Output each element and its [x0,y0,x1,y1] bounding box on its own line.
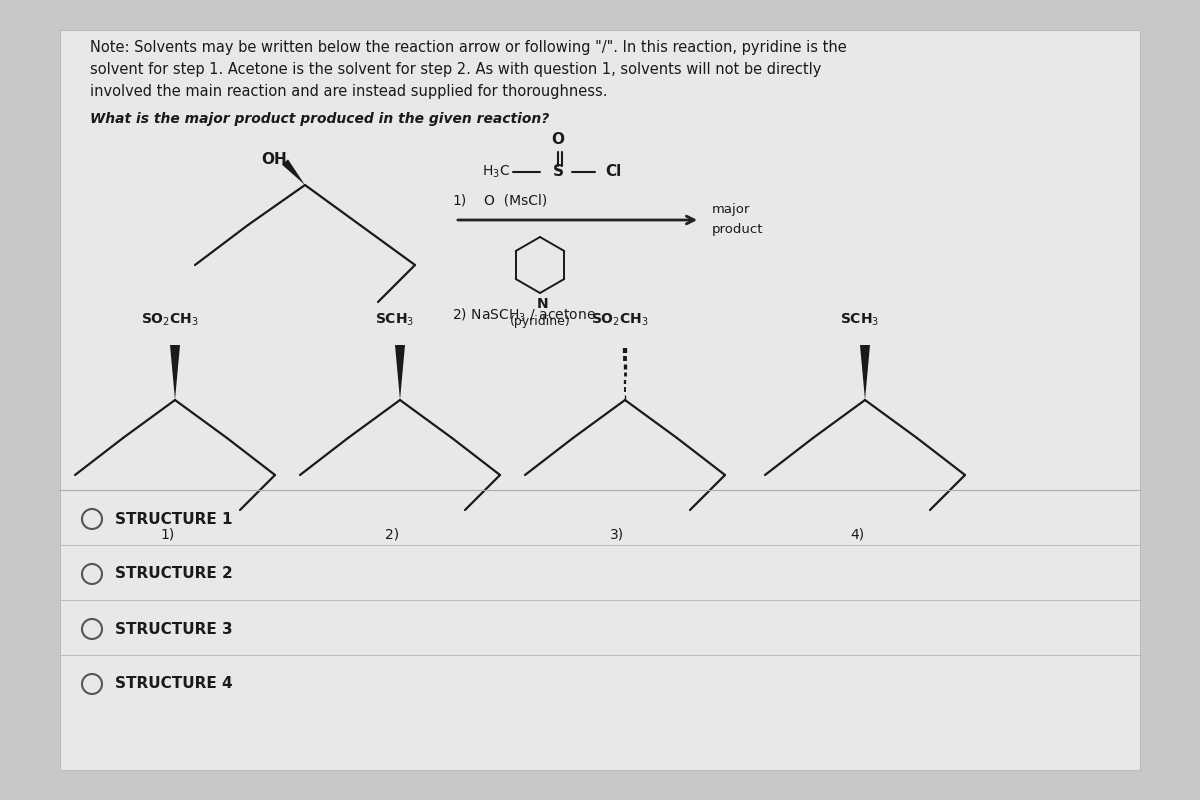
Text: N: N [538,297,548,311]
Text: 2) NaSCH$_3$ / acetone: 2) NaSCH$_3$ / acetone [452,306,596,324]
Text: Note: Solvents may be written below the reaction arrow or following "/". In this: Note: Solvents may be written below the … [90,40,847,55]
Text: SO$_2$CH$_3$: SO$_2$CH$_3$ [592,312,649,328]
Text: SO$_2$CH$_3$: SO$_2$CH$_3$ [142,312,199,328]
Polygon shape [860,345,870,400]
Text: SCH$_3$: SCH$_3$ [840,312,880,328]
Text: STRUCTURE 4: STRUCTURE 4 [115,677,233,691]
Text: OH: OH [262,153,287,167]
Polygon shape [395,345,406,400]
Text: Cl: Cl [605,165,622,179]
Text: S: S [552,165,564,179]
Text: 1): 1) [452,193,467,207]
Text: solvent for step 1. Acetone is the solvent for step 2. As with question 1, solve: solvent for step 1. Acetone is the solve… [90,62,821,77]
Text: product: product [712,223,763,237]
Text: major: major [712,203,750,217]
Text: SCH$_3$: SCH$_3$ [376,312,415,328]
Polygon shape [282,159,305,185]
Text: STRUCTURE 2: STRUCTURE 2 [115,566,233,582]
Text: STRUCTURE 3: STRUCTURE 3 [115,622,233,637]
Text: (pyridine): (pyridine) [510,315,570,328]
Text: 2): 2) [385,528,400,542]
Text: O: O [552,133,564,147]
Text: What is the major product produced in the given reaction?: What is the major product produced in th… [90,112,550,126]
Polygon shape [170,345,180,400]
Text: STRUCTURE 1: STRUCTURE 1 [115,511,233,526]
Text: 1): 1) [160,528,174,542]
Text: involved the main reaction and are instead supplied for thoroughness.: involved the main reaction and are inste… [90,84,607,99]
Text: 4): 4) [850,528,864,542]
Text: O  (MsCl): O (MsCl) [484,193,547,207]
Text: H$_3$C: H$_3$C [482,164,510,180]
Text: 3): 3) [610,528,624,542]
